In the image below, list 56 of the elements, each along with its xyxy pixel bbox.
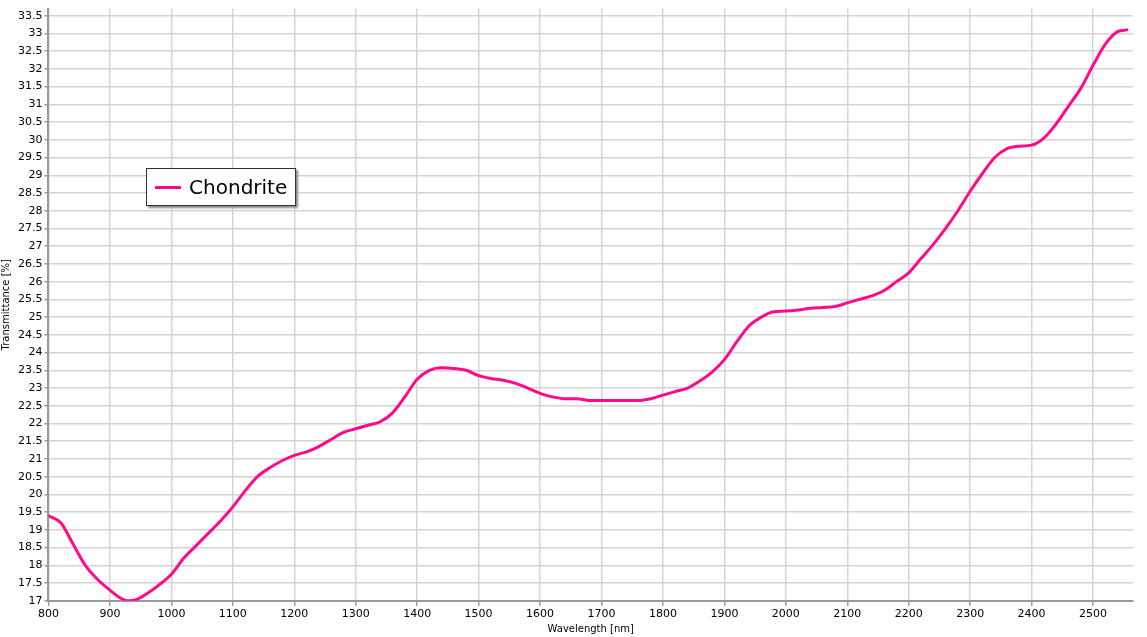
x-tick-label: 2200	[894, 607, 923, 621]
y-tick-label: 27	[28, 239, 43, 253]
line-series	[48, 28, 1129, 601]
y-tick-label: 30	[28, 132, 43, 146]
y-tick-label: 17	[28, 593, 43, 607]
x-tick-label: 1900	[710, 607, 739, 621]
x-tick-label: 1600	[526, 607, 555, 621]
y-tick-label: 19	[28, 522, 43, 536]
x-tick-label: 2500	[1079, 607, 1108, 621]
y-tick-label: 29	[28, 168, 43, 182]
y-tick-label: 28	[28, 203, 43, 217]
x-tick-label: 900	[99, 607, 121, 621]
y-tick-label: 32	[28, 61, 43, 75]
x-tick-label: 2400	[1017, 607, 1046, 621]
x-tick-label: 1800	[648, 607, 677, 621]
y-tick-label: 32.5	[17, 44, 43, 58]
y-tick-label: 33	[28, 26, 43, 40]
y-tick-label: 25.5	[17, 292, 43, 306]
y-tick-label: 26.5	[17, 256, 43, 270]
y-tick-label: 21.5	[17, 434, 43, 448]
y-tick-label: 17.5	[17, 575, 43, 589]
y-tick-label: 29.5	[17, 150, 43, 164]
x-tick-label: 1200	[280, 607, 309, 621]
x-tick-label: 2100	[833, 607, 862, 621]
y-tick-label: 23.5	[17, 363, 43, 377]
y-tick-label: 22	[28, 416, 43, 430]
x-tick-label: 1300	[341, 607, 370, 621]
x-tick-label: 1100	[218, 607, 247, 621]
y-axis-title: Transmittance [%]	[0, 258, 11, 352]
x-tick-label: 1700	[587, 607, 616, 621]
y-tick-label: 18	[28, 558, 43, 572]
x-tick-label: 2300	[956, 607, 985, 621]
legend-label: Chondrite	[189, 175, 288, 200]
y-tick-label: 31	[28, 97, 43, 111]
y-tick-label: 22.5	[17, 398, 43, 412]
y-tick-label: 24	[28, 345, 43, 359]
x-tick-label: 1400	[403, 607, 432, 621]
x-axis-title: Wavelength [nm]	[547, 622, 635, 634]
y-tick-label: 30.5	[17, 114, 43, 128]
x-tick-label: 1000	[157, 607, 186, 621]
y-tick-label: 31.5	[17, 79, 43, 93]
y-tick-label: 21	[28, 451, 43, 465]
y-tick-label: 26	[28, 274, 43, 288]
y-tick-label: 19.5	[17, 505, 43, 519]
y-tick-label: 33.5	[17, 8, 43, 22]
x-tick-label: 2000	[771, 607, 800, 621]
y-tick-label: 25	[28, 309, 43, 323]
y-tick-label: 18.5	[17, 540, 43, 554]
y-tick-label: 23	[28, 380, 43, 394]
y-tick-label: 20.5	[17, 469, 43, 483]
x-tick-label: 800	[37, 607, 59, 621]
y-tick-label: 24.5	[17, 327, 43, 341]
y-tick-label: 20	[28, 487, 43, 501]
y-tick-label: 27.5	[17, 221, 43, 235]
y-tick-label: 28.5	[17, 185, 43, 199]
x-tick-label: 1500	[464, 607, 493, 621]
